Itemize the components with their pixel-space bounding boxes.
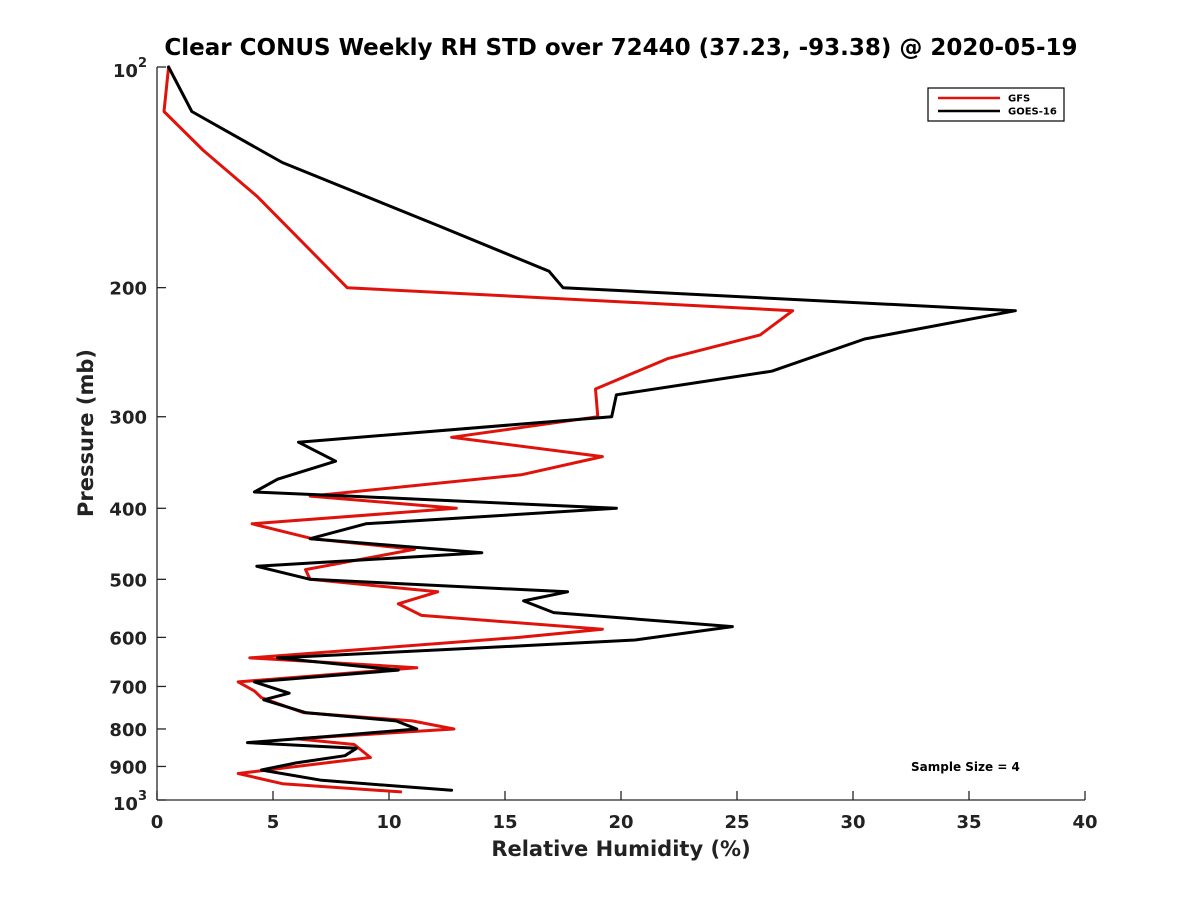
y-tick-label: 103 [113,789,147,815]
x-tick-label: 30 [840,812,865,833]
x-tick-label: 25 [724,812,749,833]
legend: GFS GOES-16 [927,87,1065,122]
legend-box [927,87,1065,122]
chart-title: Clear CONUS Weekly RH STD over 72440 (37… [164,35,1077,61]
y-tick-label: 400 [109,499,147,520]
x-tick-label: 15 [492,812,517,833]
plot-area [156,67,1085,801]
x-axis: 0 5 10 15 20 25 30 35 40 [151,791,1098,833]
y-tick-label: 102 [113,56,147,82]
x-tick-label: 10 [376,812,401,833]
x-axis-label: Relative Humidity (%) [491,837,750,861]
series-line-goes-16 [167,65,1017,792]
series-layer [162,65,1017,794]
x-tick-label: 35 [956,812,981,833]
y-tick-label: 800 [109,720,147,741]
legend-label: GFS [1008,94,1030,105]
y-tick-label: 900 [109,757,147,778]
y-axis-label: Pressure (mb) [74,349,98,517]
x-tick-label: 40 [1072,812,1097,833]
x-tick-label: 0 [151,812,164,833]
x-tick-label: 5 [267,812,280,833]
y-axis: 102 200 300 400 500 600 700 800 900 103 [109,56,166,815]
legend-label: GOES-16 [1008,107,1057,118]
y-tick-label: 600 [109,628,147,649]
y-tick-label: 200 [109,279,147,300]
series-line-gfs [162,65,795,794]
y-tick-label: 500 [109,570,147,591]
x-tick-label: 20 [608,812,633,833]
y-tick-label: 700 [109,677,147,698]
y-tick-label: 300 [109,408,147,429]
sample-size-annotation: Sample Size = 4 [911,760,1020,774]
